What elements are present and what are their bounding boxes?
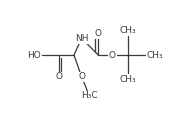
Text: O: O [78, 72, 85, 81]
Text: CH₃: CH₃ [120, 26, 136, 35]
Text: O: O [55, 72, 62, 81]
Text: HO: HO [27, 51, 41, 60]
Text: O: O [95, 29, 102, 38]
Text: CH₃: CH₃ [120, 75, 136, 84]
Text: O: O [109, 51, 116, 60]
Text: H₃C: H₃C [81, 92, 98, 100]
Text: CH₃: CH₃ [147, 51, 164, 60]
Text: NH: NH [75, 34, 88, 43]
